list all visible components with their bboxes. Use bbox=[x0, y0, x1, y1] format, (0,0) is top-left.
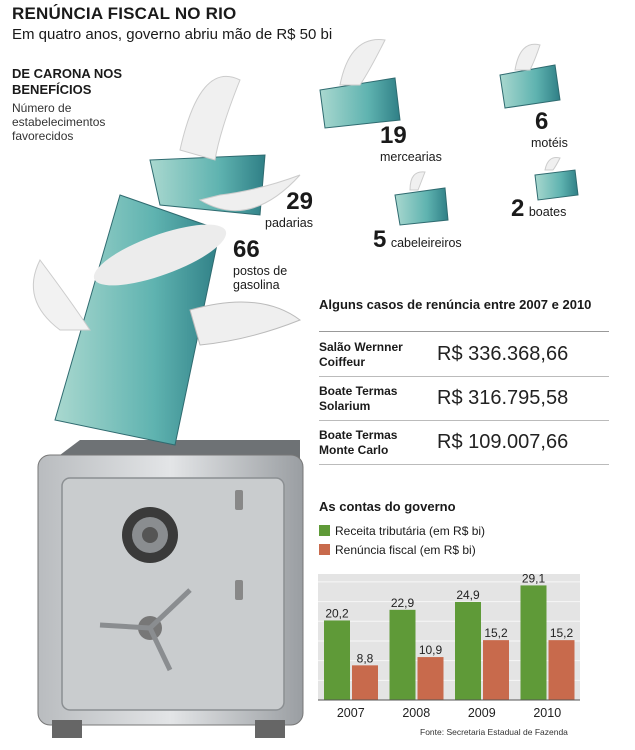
bar-renuncia bbox=[548, 640, 575, 700]
cases-title: Alguns casos de renúncia entre 2007 e 20… bbox=[319, 297, 592, 312]
count-boates: 2 boates bbox=[511, 195, 601, 223]
count-label: cabeleireiros bbox=[390, 236, 462, 250]
bar-renuncia bbox=[417, 657, 444, 700]
count-moteis: 6 motéis bbox=[531, 108, 591, 150]
count-cabeleireiros: 5 cabeleireiros bbox=[373, 226, 523, 254]
banknote-illustration-5 bbox=[394, 171, 449, 226]
data-label: 8,8 bbox=[357, 651, 374, 665]
data-label: 20,2 bbox=[325, 606, 349, 620]
count-label: padarias bbox=[265, 216, 313, 230]
data-label: 24,9 bbox=[456, 588, 480, 602]
data-label: 15,2 bbox=[484, 626, 508, 640]
data-label: 10,9 bbox=[419, 643, 443, 657]
case-value: R$ 109.007,66 bbox=[437, 431, 569, 453]
page-title: RENÚNCIA FISCAL NO RIO bbox=[12, 4, 237, 23]
count-label: motéis bbox=[531, 136, 568, 150]
count-label: mercearias bbox=[380, 150, 442, 164]
count-mercearias: 19 mercearias bbox=[380, 122, 470, 164]
legend-swatch-orange bbox=[319, 544, 330, 555]
establishments-description: Número de estabelecimentos favorecidos bbox=[12, 101, 106, 143]
count-label: postos de gasolina bbox=[233, 264, 288, 292]
legend-renuncia: Renúncia fiscal (em R$ bi) bbox=[319, 543, 476, 557]
count-number: 2 bbox=[511, 195, 525, 222]
bar-receita bbox=[389, 609, 416, 700]
legend-swatch-green bbox=[319, 525, 330, 536]
banknote-illustration-large bbox=[32, 194, 302, 446]
data-label: 15,2 bbox=[550, 626, 574, 640]
x-tick-label: 2007 bbox=[337, 706, 365, 720]
legend-receita: Receita tributária (em R$ bi) bbox=[319, 524, 485, 538]
x-tick-label: 2009 bbox=[468, 706, 496, 720]
case-name: Salão Wernner Coiffeur bbox=[319, 340, 403, 369]
banknote-illustration-29 bbox=[149, 75, 301, 216]
case-name: Boate Termas Monte Carlo bbox=[319, 428, 398, 457]
bar-receita bbox=[324, 620, 350, 700]
bar-renuncia bbox=[483, 640, 509, 700]
count-label: boates bbox=[528, 205, 567, 219]
case-row: Boate Termas Solarium R$ 316.795,58 bbox=[319, 378, 609, 421]
safe-illustration bbox=[37, 440, 304, 738]
case-row: Salão Wernner Coiffeur R$ 336.368,66 bbox=[319, 334, 609, 377]
bar-receita bbox=[455, 601, 481, 700]
case-name: Boate Termas Solarium bbox=[319, 384, 398, 413]
legend-label: Receita tributária (em R$ bi) bbox=[335, 524, 486, 538]
count-padarias: 29 padarias bbox=[265, 188, 345, 230]
count-number: 29 bbox=[286, 188, 313, 215]
x-tick-label: 2008 bbox=[402, 706, 430, 720]
count-number: 19 bbox=[380, 122, 407, 149]
count-number: 5 bbox=[373, 226, 387, 253]
bar-renuncia bbox=[352, 665, 378, 700]
x-tick-label: 2010 bbox=[533, 706, 561, 720]
chart-title: As contas do governo bbox=[319, 499, 456, 514]
cases-divider bbox=[319, 331, 609, 332]
case-value: R$ 316.795,58 bbox=[437, 387, 569, 409]
legend-label: Renúncia fiscal (em R$ bi) bbox=[335, 543, 476, 557]
data-label: 22,9 bbox=[391, 596, 415, 610]
establishments-title: DE CARONA NOS BENEFÍCIOS bbox=[12, 66, 123, 97]
case-value: R$ 336.368,66 bbox=[437, 343, 569, 365]
source-note: Fonte: Secretaria Estadual de Fazenda bbox=[420, 727, 568, 737]
banknote-illustration-2 bbox=[534, 157, 579, 201]
bar-chart: 20,2 8,8 2007 22,9 10,9 2008 24,9 15,2 2009 29,1 1… bbox=[318, 571, 580, 720]
count-number: 6 bbox=[535, 108, 549, 135]
count-number: 66 bbox=[233, 236, 260, 263]
page-subtitle: Em quatro anos, governo abriu mão de R$ … bbox=[12, 26, 333, 43]
case-row: Boate Termas Monte Carlo R$ 109.007,66 bbox=[319, 422, 609, 465]
count-postos: 66 postos de gasolina bbox=[233, 236, 308, 292]
data-label: 29,1 bbox=[522, 571, 546, 585]
banknote-illustration-6 bbox=[499, 43, 561, 109]
banknote-illustration-19 bbox=[319, 39, 401, 129]
bar-receita bbox=[520, 585, 547, 700]
